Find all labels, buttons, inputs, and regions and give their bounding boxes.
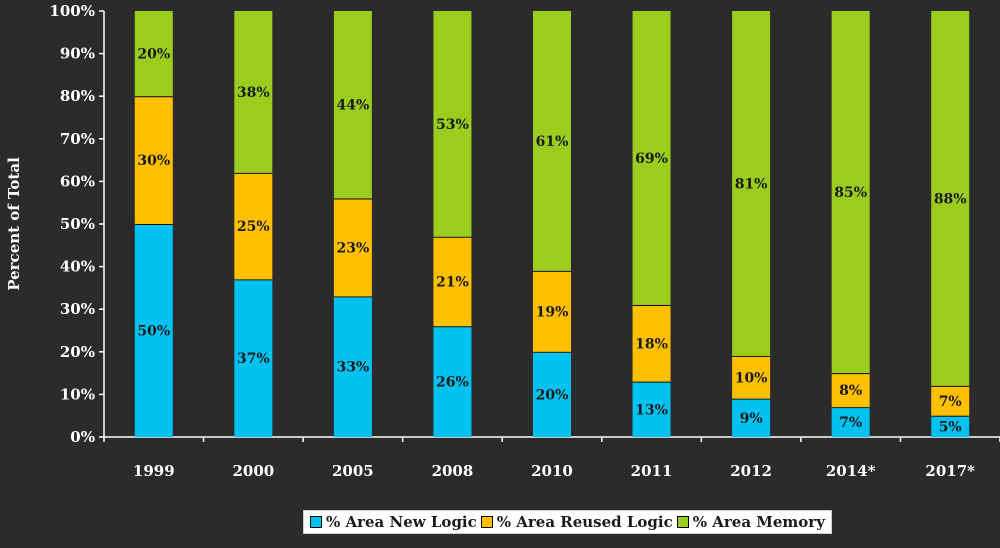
data-label: 81% [735, 177, 768, 193]
data-label: 9% [740, 411, 763, 427]
x-category-label: 2005 [332, 462, 374, 480]
legend-swatch-memory [676, 516, 689, 528]
legend-item-new-logic: % Area New Logic [310, 513, 477, 531]
bar-segment [234, 172, 273, 280]
data-label: 61% [536, 134, 569, 150]
legend-item-reused-logic: % Area Reused Logic [480, 513, 673, 531]
bar-segment [433, 326, 472, 437]
bar-segment [632, 304, 671, 382]
y-tick-label: 20% [60, 343, 95, 361]
bar-segment [333, 11, 372, 199]
legend-label-memory: % Area Memory [692, 513, 825, 531]
data-label: 13% [635, 402, 668, 418]
data-label: 7% [839, 415, 862, 431]
y-tick-label: 50% [60, 215, 95, 233]
x-category-label: 2012 [730, 462, 772, 480]
bar-segment [433, 11, 472, 237]
bar-segment [333, 296, 372, 437]
data-label: 26% [436, 375, 469, 391]
x-category-label: 2010 [531, 462, 573, 480]
y-tick-label: 40% [60, 258, 95, 276]
data-label: 53% [436, 117, 469, 133]
bar-segment [931, 11, 970, 386]
legend-swatch-reused-logic [480, 516, 493, 528]
x-category-label: 2017* [925, 462, 975, 480]
data-label: 20% [137, 47, 170, 63]
bar-segment [732, 11, 771, 357]
bar-segment [732, 356, 771, 399]
data-label: 19% [536, 304, 569, 320]
legend: % Area New Logic % Area Reused Logic % A… [303, 510, 832, 534]
x-category-label: 2000 [232, 462, 274, 480]
bar-segment [134, 96, 173, 224]
bar-segment [732, 398, 771, 437]
data-label: 18% [635, 336, 668, 352]
bar-segment [632, 11, 671, 305]
y-axis-title: Percent of Total [5, 157, 23, 291]
bar-segment [234, 279, 273, 437]
bar-segment [433, 236, 472, 327]
data-label: 38% [237, 85, 270, 101]
data-label: 21% [436, 275, 469, 291]
data-label: 23% [336, 240, 369, 256]
bar-segment [931, 385, 970, 416]
bar-segment [533, 351, 571, 437]
x-category-label: 1999 [133, 462, 175, 480]
y-tick-label: 90% [60, 45, 95, 63]
bar-segment [831, 11, 870, 374]
data-label: 44% [336, 98, 369, 114]
bar-segment [533, 270, 571, 352]
x-category-label: 2008 [432, 462, 474, 480]
data-label: 7% [939, 394, 962, 410]
y-tick-label: 100% [49, 2, 95, 20]
bar-segment [632, 381, 671, 437]
bar-segment [333, 198, 372, 297]
y-tick-label: 10% [60, 385, 95, 403]
y-tick-label: 0% [70, 428, 95, 446]
data-label: 33% [336, 360, 369, 376]
legend-item-memory: % Area Memory [676, 513, 825, 531]
bar-segment [134, 224, 173, 437]
legend-label-reused-logic: % Area Reused Logic [496, 513, 673, 531]
bar-segment [234, 11, 273, 173]
bar-segment [134, 11, 173, 97]
data-label: 30% [137, 153, 170, 169]
data-label: 37% [237, 351, 270, 367]
y-tick-label: 30% [60, 300, 95, 318]
data-label: 69% [635, 151, 668, 167]
legend-label-new-logic: % Area New Logic [326, 513, 477, 531]
data-label: 20% [536, 387, 569, 403]
data-label: 10% [735, 370, 768, 386]
y-tick-label: 70% [60, 130, 95, 148]
bar-segment [831, 373, 870, 408]
x-category-label: 2014* [826, 462, 876, 480]
bar-segment [831, 407, 870, 437]
data-label: 5% [939, 419, 962, 435]
bar-segment [533, 11, 571, 271]
bar-segment [931, 415, 970, 437]
y-tick-label: 80% [60, 87, 95, 105]
data-label: 25% [237, 219, 270, 235]
x-category-label: 2011 [631, 462, 673, 480]
data-label: 85% [834, 185, 867, 201]
data-label: 50% [137, 324, 170, 340]
data-label: 8% [839, 383, 862, 399]
data-label: 88% [934, 191, 967, 207]
legend-swatch-new-logic [310, 516, 322, 528]
y-tick-label: 60% [60, 172, 95, 190]
